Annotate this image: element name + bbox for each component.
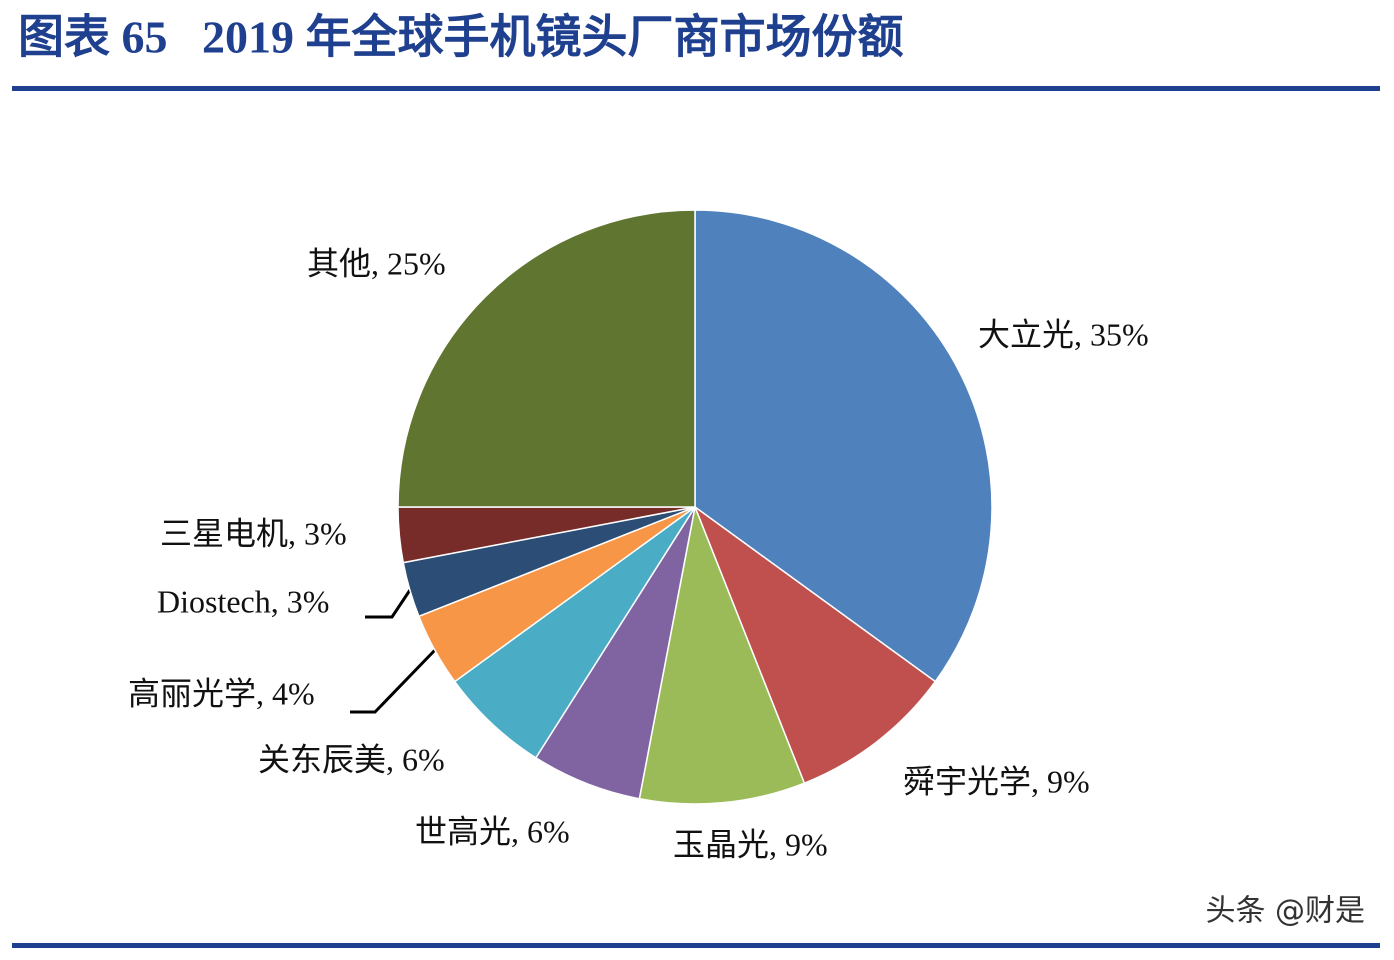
data-label: 世高光, 6% — [415, 813, 570, 849]
title-rule — [12, 86, 1380, 91]
data-label: 三星电机, 3% — [160, 515, 347, 551]
pie — [397, 209, 993, 805]
data-label: 其他, 25% — [307, 245, 446, 281]
data-label: 玉晶光, 9% — [673, 826, 828, 862]
pie-slice — [638, 504, 806, 805]
title: 图表 65 2019 年全球手机镜头厂商市场份额 — [18, 12, 904, 63]
leader-line — [350, 648, 437, 714]
data-label: 大立光, 35% — [978, 316, 1149, 352]
pie-slice — [693, 504, 937, 785]
watermark: 头条 @财是 — [1205, 894, 1365, 929]
pie-slice — [397, 209, 696, 508]
data-label: 关东辰美, 6% — [258, 741, 445, 777]
leader-line — [365, 589, 412, 619]
data-label: 舜宇光学, 9% — [903, 763, 1090, 799]
data-label: 高丽光学, 4% — [128, 675, 315, 711]
pie-slice — [694, 209, 993, 683]
bottom-rule — [12, 943, 1380, 948]
data-label: Diostech, 3% — [157, 583, 329, 619]
